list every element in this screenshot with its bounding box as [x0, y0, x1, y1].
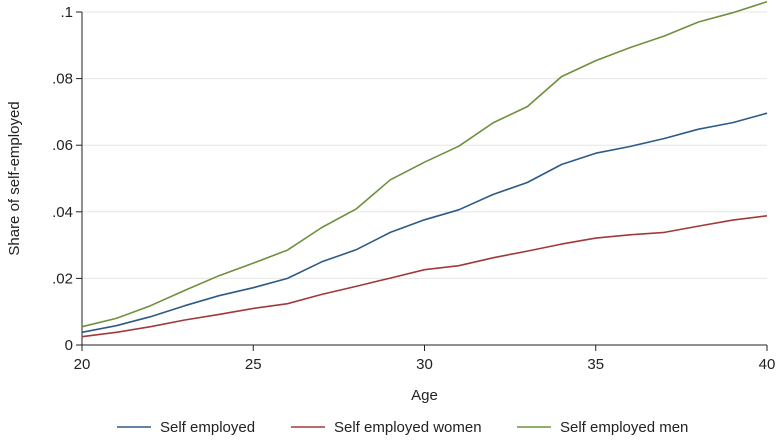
legend-label: Self employed men: [560, 419, 688, 436]
series-line-self-employed-women: [81, 215, 768, 338]
series-lines: [81, 0, 768, 338]
y-tick-label: .06: [52, 137, 73, 154]
y-tick-label: 0: [65, 337, 73, 354]
y-tick-label: .08: [52, 71, 73, 88]
x-tick-label: 30: [416, 356, 433, 373]
gridlines: [82, 11, 767, 279]
series-line-self-employed: [81, 112, 768, 334]
x-axis-title: Age: [411, 387, 438, 404]
series-line-self-employed-men: [81, 0, 768, 328]
x-tick-label: 35: [587, 356, 604, 373]
x-tick-label: 40: [759, 356, 776, 373]
x-tick-label: 25: [245, 356, 262, 373]
y-tick-label: .02: [52, 270, 73, 287]
y-tick-label: .04: [52, 204, 73, 221]
legend-label: Self employed women: [334, 419, 482, 436]
tick-marks: 0 .02 .04 .06 .08 .1 20 25 30 35 40: [52, 4, 775, 373]
y-axis-title: Share of self-employed: [6, 101, 23, 255]
legend-label: Self employed: [160, 419, 255, 436]
legend: Self employed Self employed women Self emp…: [117, 419, 688, 436]
y-tick-label: .1: [60, 4, 73, 21]
legend-item: Self employed: [117, 419, 255, 436]
legend-item: Self employed women: [291, 419, 482, 436]
x-tick-label: 20: [74, 356, 91, 373]
axes: [81, 12, 767, 346]
legend-item: Self employed men: [517, 419, 688, 436]
